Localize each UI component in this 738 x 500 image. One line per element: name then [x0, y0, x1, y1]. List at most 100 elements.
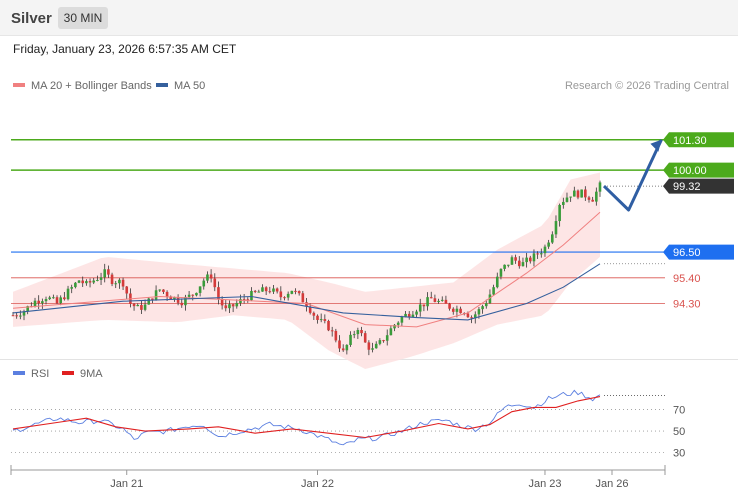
candle-body — [103, 269, 107, 278]
candle — [517, 256, 521, 269]
candle-body — [26, 306, 29, 312]
candle-body — [272, 288, 275, 292]
candle — [495, 272, 499, 289]
candle-body — [418, 304, 422, 312]
candle — [540, 248, 543, 258]
candle — [279, 286, 283, 301]
candle — [77, 280, 81, 284]
x-label-jan-21: Jan 21 — [110, 478, 143, 490]
level-tag-bg — [663, 162, 734, 178]
candle-body — [510, 257, 514, 265]
candle-body — [389, 328, 393, 336]
candle-body — [378, 340, 382, 344]
candle — [532, 249, 536, 267]
candle-body — [319, 319, 323, 321]
candle-body — [360, 330, 363, 334]
candle-body — [587, 197, 591, 200]
candle — [510, 255, 514, 265]
forecast-arrow-head — [650, 139, 662, 152]
candle-body — [22, 311, 26, 316]
candle-body — [407, 313, 411, 317]
candle — [554, 215, 558, 239]
candle — [437, 298, 440, 304]
candle — [231, 303, 235, 313]
ma20-label: MA 20 + Bollinger Bands — [31, 80, 152, 92]
candle — [220, 296, 224, 310]
candle-body — [448, 303, 451, 309]
candle-body — [345, 344, 349, 351]
candle — [217, 281, 220, 305]
header-bar: Silver 30 MIN — [0, 0, 738, 36]
candle-body — [551, 234, 554, 243]
level-tag-100.00: 100.00 — [663, 162, 734, 178]
candle — [283, 296, 286, 301]
candle — [316, 314, 319, 324]
candle-body — [275, 288, 279, 292]
level-label: 100.00 — [673, 165, 707, 177]
candle-body — [451, 308, 455, 312]
candle-body — [316, 315, 319, 320]
candle — [246, 297, 250, 303]
candle-body — [195, 292, 198, 296]
candle-body — [206, 274, 209, 281]
candle-body — [235, 303, 239, 307]
candle-body — [81, 280, 85, 284]
candle — [499, 268, 503, 280]
ma50-line — [12, 263, 601, 321]
candle — [349, 331, 352, 347]
candle — [70, 284, 73, 294]
candle-body — [573, 190, 576, 197]
candle — [484, 299, 488, 309]
candle-body — [37, 300, 40, 304]
candle — [363, 330, 367, 343]
candle-body — [66, 288, 70, 300]
candle-body — [191, 294, 195, 296]
candle — [228, 300, 231, 314]
candle-body — [11, 315, 15, 317]
candle-body — [63, 297, 66, 300]
candle — [459, 306, 462, 314]
candle-body — [158, 289, 162, 291]
candle — [551, 231, 554, 244]
candle — [136, 303, 140, 307]
candle — [268, 286, 272, 294]
candle-body — [154, 290, 158, 300]
candle-body — [165, 291, 169, 297]
candle — [132, 303, 136, 311]
candle — [191, 294, 195, 301]
timeframe-badge[interactable]: 30 MIN — [58, 7, 108, 29]
candle — [162, 289, 165, 295]
candle — [591, 196, 594, 202]
candle — [418, 298, 422, 317]
candle — [37, 295, 40, 309]
candle-body — [173, 297, 176, 300]
candle-body — [125, 286, 129, 294]
candle — [400, 315, 404, 327]
candle-body — [305, 302, 308, 307]
candle-body — [15, 315, 18, 317]
candle-body — [554, 221, 558, 235]
candle-body — [517, 260, 521, 267]
candle — [576, 189, 580, 200]
candle — [378, 338, 382, 346]
candle-body — [242, 299, 246, 301]
candle — [573, 186, 576, 197]
candle — [433, 294, 437, 303]
candle — [235, 299, 239, 309]
candle — [429, 291, 433, 299]
candle-body — [382, 340, 385, 342]
ma50-swatch — [156, 83, 168, 88]
candle — [327, 319, 330, 332]
candle-body — [562, 201, 565, 205]
candle — [286, 291, 290, 301]
candle — [444, 295, 448, 304]
candle-body — [503, 264, 506, 269]
candle — [451, 307, 455, 315]
candle — [257, 289, 261, 293]
level-tag-101.30: 101.30 — [663, 132, 734, 148]
candle — [345, 344, 349, 355]
candle-body — [176, 297, 180, 303]
candle — [103, 263, 107, 283]
candle-body — [459, 308, 462, 314]
candle-body — [187, 294, 191, 297]
